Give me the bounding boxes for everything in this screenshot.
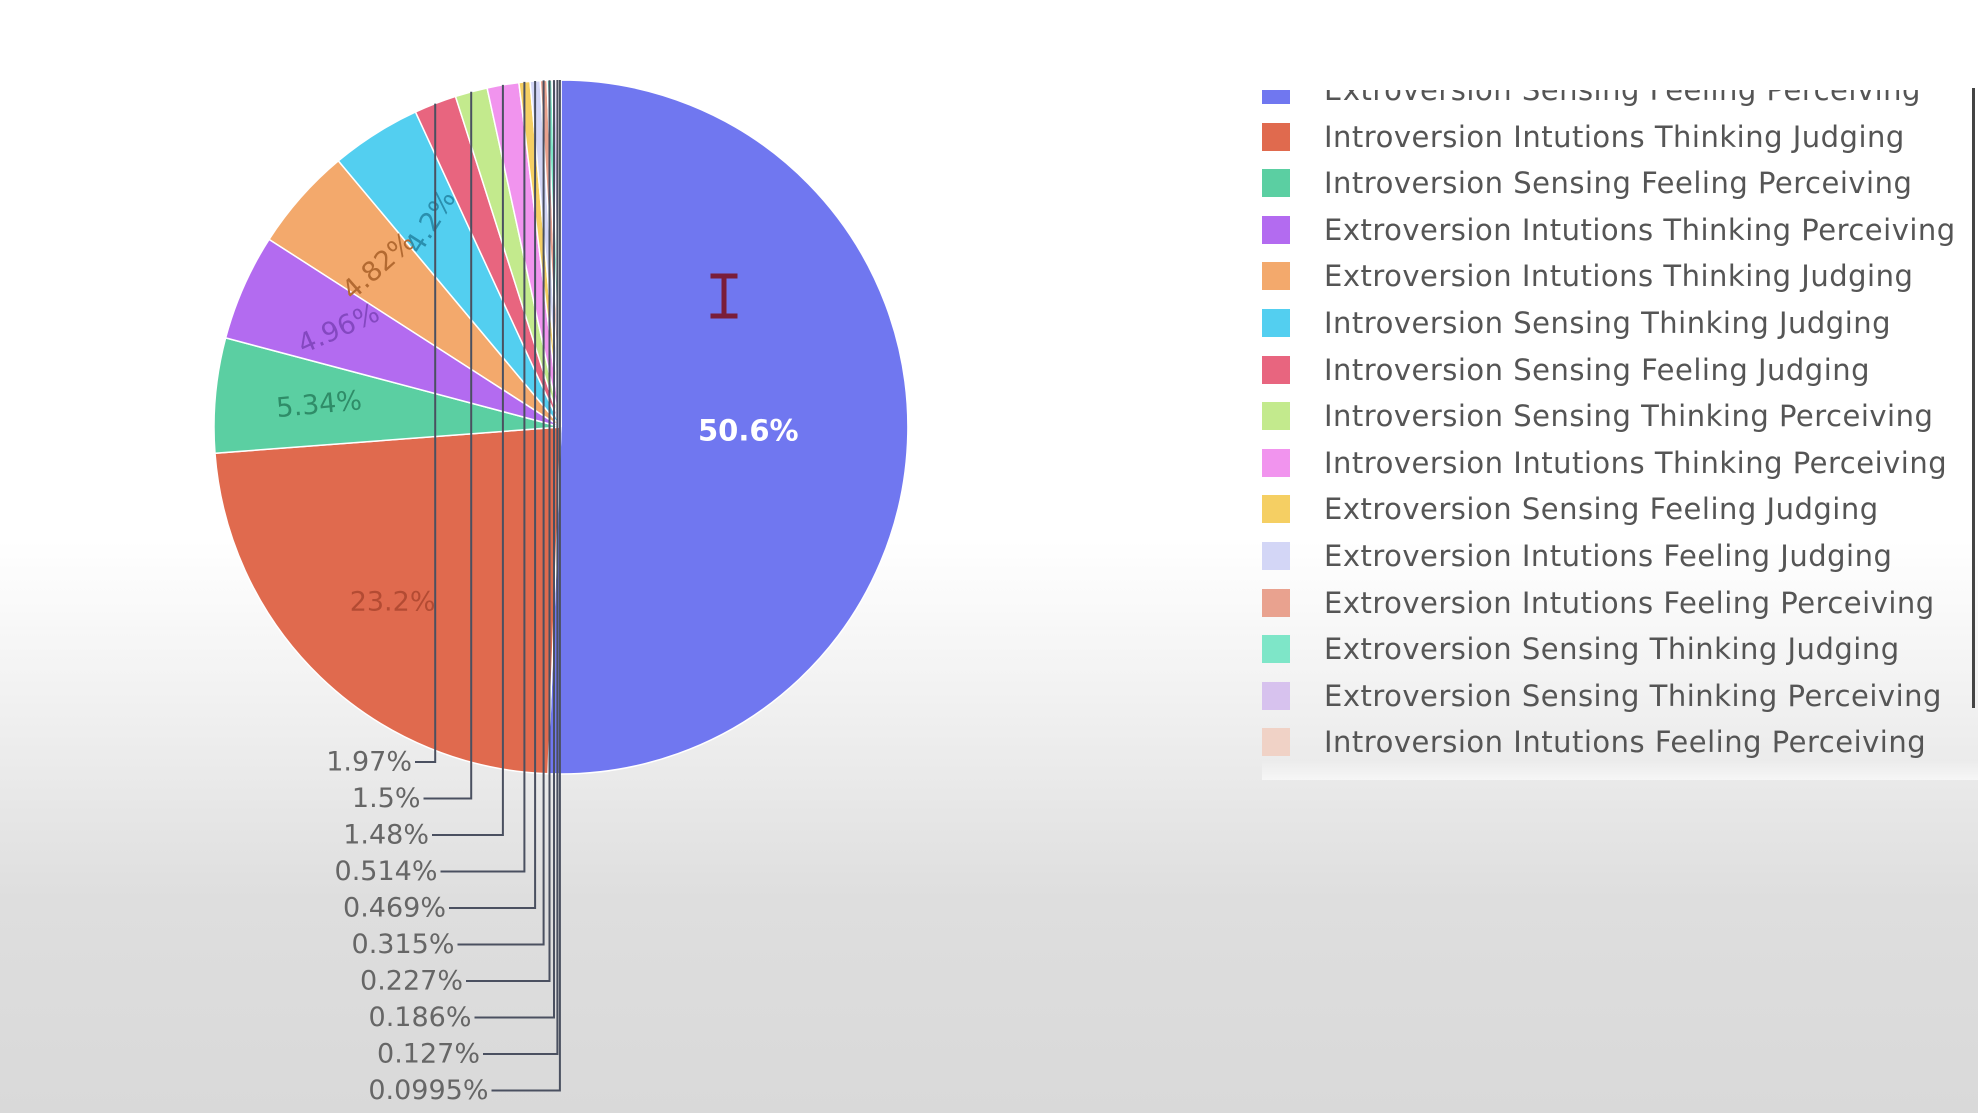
- legend-label: Extroversion Intutions Feeling Judging: [1324, 539, 1893, 573]
- text-cursor-icon: [710, 273, 738, 319]
- pie-value-label: 1.5%: [352, 783, 421, 814]
- legend-swatch: [1262, 122, 1290, 151]
- legend-item[interactable]: Extroversion Intutions Thinking Perceivi…: [1262, 212, 1956, 248]
- pie-value-label: 0.127%: [377, 1039, 480, 1070]
- pie-value-label: 0.514%: [335, 856, 438, 887]
- legend-item[interactable]: Introversion Sensing Thinking Judging: [1262, 305, 1891, 341]
- legend-label: Introversion Intutions Feeling Perceivin…: [1324, 725, 1927, 760]
- legend-swatch: [1262, 588, 1290, 617]
- pie-leader-line: [491, 80, 561, 1092]
- legend-label: Introversion Intutions Thinking Judging: [1324, 119, 1905, 154]
- legend-item[interactable]: Introversion Sensing Feeling Perceiving: [1262, 165, 1912, 201]
- legend-label: Extroversion Sensing Thinking Perceiving: [1324, 678, 1942, 713]
- legend-label: Introversion Sensing Thinking Judging: [1324, 306, 1892, 340]
- legend-label: Extroversion Intutions Thinking Judging: [1324, 259, 1914, 294]
- legend-label: Extroversion Sensing Feeling Perceiving: [1324, 90, 1921, 107]
- pie-leader-line: [483, 80, 559, 1055]
- pie-leader-line: [466, 80, 551, 982]
- pie-leader-line: [423, 91, 473, 800]
- pie-value-label: 0.0995%: [368, 1075, 488, 1106]
- pie-leader-line: [449, 81, 537, 909]
- legend-swatch: [1262, 402, 1290, 431]
- legend-item[interactable]: Extroversion Sensing Feeling Judging: [1262, 491, 1879, 527]
- pie-leader-line: [457, 80, 545, 946]
- legend-item[interactable]: Extroversion Sensing Feeling Perceiving: [1262, 90, 1921, 108]
- pie-value-label: 1.97%: [326, 747, 412, 778]
- legend-swatch: [1262, 355, 1290, 384]
- legend-label: Introversion Intutions Thinking Perceivi…: [1324, 445, 1948, 480]
- pie-value-label: 0.469%: [343, 893, 446, 924]
- pie-leader-line: [432, 84, 504, 836]
- legend-item[interactable]: Extroversion Intutions Feeling Judging: [1262, 538, 1892, 574]
- legend-item[interactable]: Extroversion Intutions Thinking Judging: [1262, 258, 1913, 294]
- pie-value-label: 0.315%: [352, 929, 455, 960]
- pie-value-label: 0.227%: [360, 966, 463, 997]
- pie-slice[interactable]: [547, 79, 909, 775]
- legend-item[interactable]: Introversion Intutions Thinking Perceivi…: [1262, 445, 1947, 481]
- legend-swatch: [1262, 309, 1290, 337]
- legend-label: Extroversion Intutions Thinking Perceivi…: [1324, 212, 1956, 247]
- legend-item[interactable]: Extroversion Intutions Feeling Perceivin…: [1262, 585, 1935, 621]
- pie-leader-line: [415, 103, 437, 763]
- legend-swatch: [1262, 448, 1290, 477]
- legend-item[interactable]: Extroversion Sensing Thinking Judging: [1262, 631, 1900, 667]
- legend-swatch: [1262, 681, 1290, 710]
- pie-value-label: 50.6%: [698, 414, 799, 448]
- pie-slice[interactable]: [214, 426, 562, 775]
- pie-value-label: 23.2%: [350, 587, 436, 618]
- pie-value-label: 0.186%: [369, 1002, 472, 1033]
- pie-outside-labels: 1.97% 1.5% 1.48% 0.514% 0.469% 0.315% 0.227% 0.…: [326, 747, 488, 1107]
- pie-slices: [213, 79, 909, 775]
- legend-swatch: [1262, 215, 1290, 244]
- legend-label: Extroversion Intutions Feeling Perceivin…: [1324, 585, 1935, 620]
- legend-item[interactable]: Introversion Sensing Thinking Perceiving: [1262, 398, 1933, 434]
- legend-scrollbar[interactable]: [1972, 88, 1975, 708]
- legend-label: Extroversion Sensing Feeling Judging: [1324, 492, 1879, 527]
- legend-swatch: [1262, 262, 1290, 291]
- pie-leader-line: [474, 80, 555, 1019]
- chart-legend[interactable]: Extroversion Sensing Feeling Perceiving I…: [1262, 90, 1978, 774]
- legend-item[interactable]: Introversion Intutions Thinking Judging: [1262, 119, 1905, 155]
- legend-swatch: [1262, 728, 1290, 757]
- legend-item[interactable]: Extroversion Sensing Thinking Perceiving: [1262, 678, 1942, 714]
- legend-swatch: [1262, 495, 1290, 524]
- legend-swatch: [1262, 635, 1290, 664]
- legend-label: Extroversion Sensing Thinking Judging: [1324, 632, 1900, 667]
- legend-label: Introversion Sensing Thinking Perceiving: [1324, 399, 1934, 434]
- legend-swatch: [1262, 169, 1290, 198]
- legend-label: Introversion Sensing Feeling Judging: [1324, 352, 1871, 387]
- pie-leader-lines: [415, 80, 561, 1092]
- legend-swatch: [1262, 90, 1290, 104]
- legend-item[interactable]: Introversion Intutions Feeling Perceivin…: [1262, 724, 1926, 760]
- legend-fade: [1262, 760, 1978, 780]
- legend-item[interactable]: Introversion Sensing Feeling Judging: [1262, 352, 1870, 388]
- pie-value-label: 1.48%: [343, 820, 429, 851]
- legend-swatch: [1262, 542, 1290, 570]
- legend-label: Introversion Sensing Feeling Perceiving: [1324, 166, 1913, 201]
- pie-leader-line: [440, 81, 526, 873]
